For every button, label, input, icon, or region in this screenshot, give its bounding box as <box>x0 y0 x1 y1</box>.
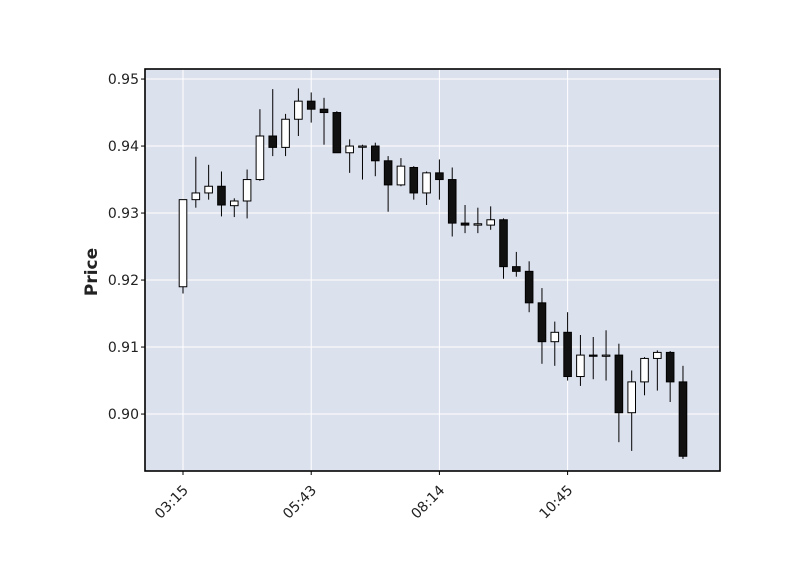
candle-body-up <box>345 145 354 154</box>
candle-body-up <box>229 200 239 207</box>
candle <box>550 321 560 366</box>
candle-body-down <box>371 145 380 162</box>
candle <box>653 350 662 391</box>
grid <box>145 69 720 471</box>
candle-body-down <box>665 351 675 383</box>
candle-body-down <box>409 166 419 194</box>
candle <box>665 351 675 402</box>
candle-body-up <box>550 331 560 343</box>
candle <box>435 159 444 200</box>
candle <box>229 198 239 218</box>
candle-body-down <box>268 135 278 148</box>
candle-body-up <box>281 118 290 148</box>
candle-body-up <box>396 165 406 186</box>
candle-body-down <box>217 185 226 206</box>
y-tick-label: 0.90 <box>108 407 139 423</box>
candle <box>294 88 303 136</box>
x-tick-label: 03:15 <box>152 483 192 523</box>
candle <box>178 199 188 294</box>
candle-body-up <box>473 223 483 226</box>
candle-body-down <box>537 302 547 343</box>
candle-body-down <box>306 100 316 110</box>
candle <box>640 357 649 396</box>
y-tick-label: 0.91 <box>108 340 139 356</box>
candle-body-up <box>486 219 495 226</box>
candle-body-up <box>422 172 431 194</box>
candle <box>486 206 495 230</box>
plot-frame <box>144 68 721 472</box>
candle <box>524 261 534 313</box>
candle <box>255 109 265 181</box>
x-tick-label: 05:43 <box>280 483 320 523</box>
candle <box>204 164 213 200</box>
y-tick-label: 0.94 <box>108 139 139 155</box>
candle-body-up <box>640 357 649 383</box>
x-tick-label: 10:45 <box>537 483 577 523</box>
candle-body-down <box>524 270 534 304</box>
candle <box>268 89 278 157</box>
candle-body-down <box>460 222 470 226</box>
candle-body-up <box>242 179 252 202</box>
candle <box>281 113 290 157</box>
candle-body-down <box>332 112 342 154</box>
candle-body-up <box>576 354 585 378</box>
x-tick-label: 08:14 <box>408 482 448 522</box>
y-tick-label: 0.95 <box>108 72 139 88</box>
candle <box>396 158 406 187</box>
candle <box>473 207 483 234</box>
candle-body-down <box>383 160 393 186</box>
candle-body-down <box>512 266 521 272</box>
candle <box>460 205 470 234</box>
candle-body-up <box>255 135 265 181</box>
candle <box>499 218 508 279</box>
candle <box>383 156 393 212</box>
candle <box>563 312 572 381</box>
candle-body-down <box>447 179 457 224</box>
y-axis-label: Price <box>82 248 102 296</box>
candle-body-down <box>614 354 624 414</box>
candle <box>614 343 624 443</box>
candle <box>537 288 547 364</box>
candle-body-down <box>678 381 688 457</box>
candle-body-up <box>204 185 213 194</box>
candle <box>345 139 354 173</box>
candle-body-up <box>191 192 201 201</box>
candle <box>409 166 419 200</box>
candle <box>306 92 316 123</box>
candles <box>178 88 688 459</box>
candle <box>627 370 637 451</box>
candle-body-down <box>563 331 572 378</box>
candle <box>371 142 380 177</box>
candle <box>191 156 201 208</box>
y-tick-label: 0.93 <box>108 206 139 222</box>
candle-body-down <box>588 354 598 357</box>
candle <box>332 111 342 154</box>
candle <box>358 144 367 180</box>
candle <box>447 167 457 237</box>
candle-body-up <box>601 354 611 357</box>
candle-body-up <box>358 145 367 148</box>
candle <box>422 171 431 206</box>
candle <box>319 97 329 145</box>
candle <box>217 171 226 217</box>
candle <box>588 337 598 380</box>
candle <box>512 251 521 277</box>
candle <box>601 330 611 381</box>
candle-body-up <box>627 381 637 414</box>
candle-body-up <box>178 199 188 288</box>
candle-body-down <box>435 172 444 181</box>
candle <box>678 365 688 459</box>
candle-body-up <box>653 351 662 359</box>
candle <box>242 169 252 219</box>
candle <box>576 334 585 386</box>
y-tick-label: 0.92 <box>108 273 139 289</box>
plot-background <box>145 69 720 471</box>
candle-body-down <box>499 219 508 268</box>
candle-body-down <box>319 108 329 114</box>
candle-body-up <box>294 100 303 120</box>
